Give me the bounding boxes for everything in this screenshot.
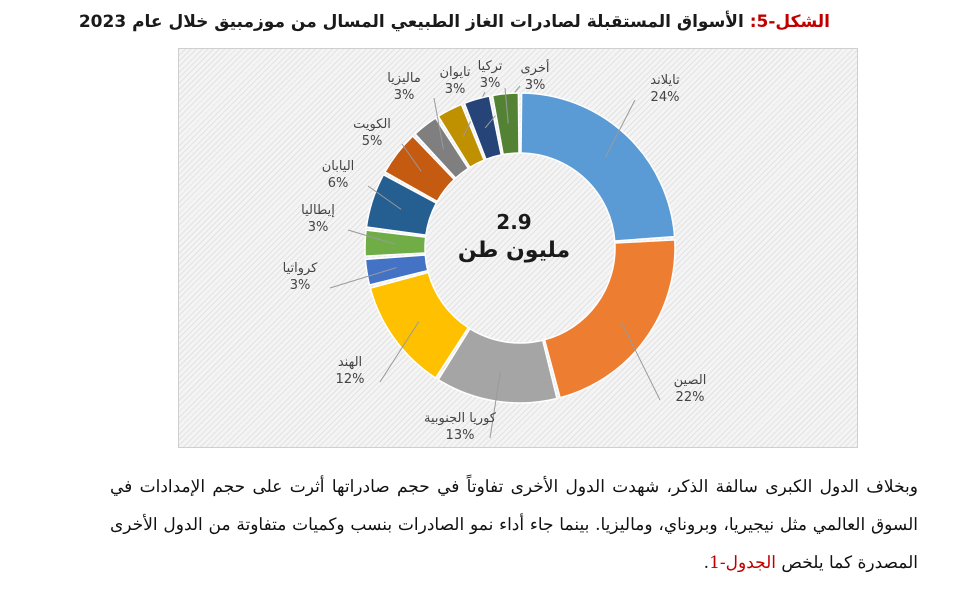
slice-label: الهند: [338, 355, 362, 370]
figure-caption: الشكل-5: الأسواق المستقبلة لصادرات الغاز…: [79, 10, 830, 34]
slice-value-label: 3%: [445, 82, 466, 97]
slice-leader-line: [504, 87, 509, 124]
figure-caption-prefix: الشكل-5:: [749, 12, 830, 32]
slice-label: اليابان: [322, 159, 355, 174]
slice-label: إيطاليا: [301, 203, 335, 218]
donut-slice: [365, 173, 438, 236]
slice-value-label: 3%: [394, 88, 415, 103]
slice-leader-line: [379, 321, 420, 383]
donut-center-unit: مليون طن: [457, 238, 571, 263]
slice-value-label: 22%: [676, 390, 705, 405]
body-paragraph-text: وبخلاف الدول الكبرى سالفة الذكر، شهدت ال…: [110, 477, 918, 573]
slice-leader-line: [347, 229, 396, 245]
slice-value-label: 3%: [525, 78, 546, 93]
slice-leader-line: [367, 185, 402, 210]
slice-value-label: 12%: [336, 372, 365, 387]
donut-slice: [463, 95, 503, 161]
slice-value-label: 5%: [362, 134, 383, 149]
slice-value-label: 3%: [290, 278, 311, 293]
slice-label: تايوان: [439, 65, 470, 80]
slice-leader-line: [329, 267, 397, 289]
slice-value-label: 6%: [328, 176, 349, 191]
slice-leader-line: [620, 321, 661, 401]
slice-leader-line: [401, 143, 422, 172]
donut-center-value: 2.9: [496, 210, 532, 234]
body-paragraph-end: .: [703, 553, 710, 573]
slice-label: الكويت: [353, 117, 391, 132]
slice-value-label: 3%: [480, 76, 501, 91]
donut-slice: [520, 92, 676, 242]
slice-label: تايلاند: [650, 73, 680, 88]
slice-value-label: 24%: [651, 90, 680, 105]
slice-label: كرواتيا: [283, 261, 319, 276]
slice-value-label: 13%: [446, 428, 475, 443]
slice-label: ماليزيا: [387, 71, 421, 86]
donut-slice: [543, 239, 676, 399]
donut-slice: [369, 271, 470, 380]
body-paragraph: وبخلاف الدول الكبرى سالفة الذكر، شهدت ال…: [110, 468, 918, 582]
donut-slice: [437, 103, 486, 169]
slice-leader-line: [489, 371, 501, 439]
slice-label: أخرى: [521, 59, 550, 76]
slice-label: تركيا: [478, 59, 503, 74]
slice-value-label: 3%: [308, 220, 329, 235]
slice-leader-line: [605, 99, 636, 158]
table-reference-link[interactable]: الجدول-1: [709, 553, 776, 573]
donut-slice: [414, 116, 470, 180]
donut-slice: [437, 327, 558, 404]
figure-caption-text: الأسواق المستقبلة لصادرات الغاز الطبيعي …: [78, 12, 744, 32]
donut-slice: [364, 229, 427, 257]
slice-label: الصين: [674, 373, 707, 388]
donut-slice: [491, 92, 520, 156]
slice-label: كوريا الجنوبية: [424, 411, 497, 426]
slice-leader-line: [433, 97, 444, 150]
